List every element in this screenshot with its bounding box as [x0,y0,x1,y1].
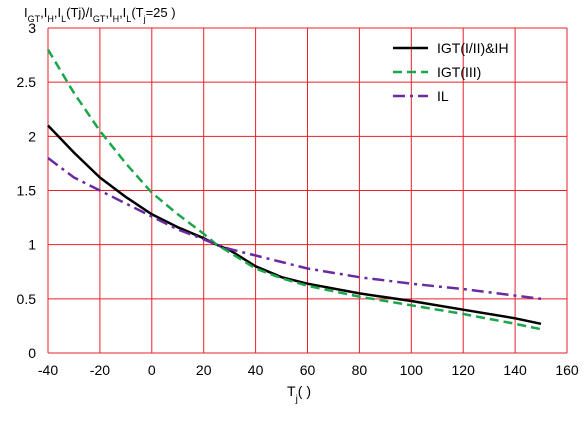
x-tick-label: 100 [400,362,424,378]
y-tick-label: 1 [28,237,36,253]
y-tick-label: 0 [28,345,36,361]
y-tick-label: 3 [28,20,36,36]
y-tick-label: 2.5 [17,74,37,90]
x-tick-label: 60 [300,362,316,378]
x-tick-label: -40 [38,362,58,378]
y-tick-label: 0.5 [17,291,37,307]
x-axis-label: Tj( ) [287,383,311,405]
legend-label-0: IGT(I/II)&IH [437,40,509,56]
x-tick-label: 20 [196,362,212,378]
legend-label-1: IGT(III) [437,64,481,80]
y-tick-label: 1.5 [17,183,37,199]
series-line-2 [47,157,542,301]
series-layer [46,49,542,331]
y-tick-label: 2 [28,128,36,144]
series-line-1 [46,49,542,331]
series-line-0 [47,124,542,326]
legend: IGT(I/II)&IH IGT(III) IL [393,40,509,104]
x-tick-label: -20 [90,362,110,378]
x-tick-label: 80 [352,362,368,378]
x-tick-label: 140 [503,362,527,378]
x-tick-label: 0 [148,362,156,378]
legend-label-2: IL [437,88,449,104]
x-tick-label: 160 [555,362,579,378]
x-tick-label: 40 [248,362,264,378]
grid-layer [47,27,568,354]
x-tick-label: 120 [452,362,476,378]
axis-layer: -40 -20 0 20 40 60 80 100 120 140 160 0 0.5 1 1.5 2 2.5 3… [17,5,579,405]
y-axis-label: IGT,IH,IL(Tj)/IGT,IH,IL(Tj=25 ) [24,5,176,24]
